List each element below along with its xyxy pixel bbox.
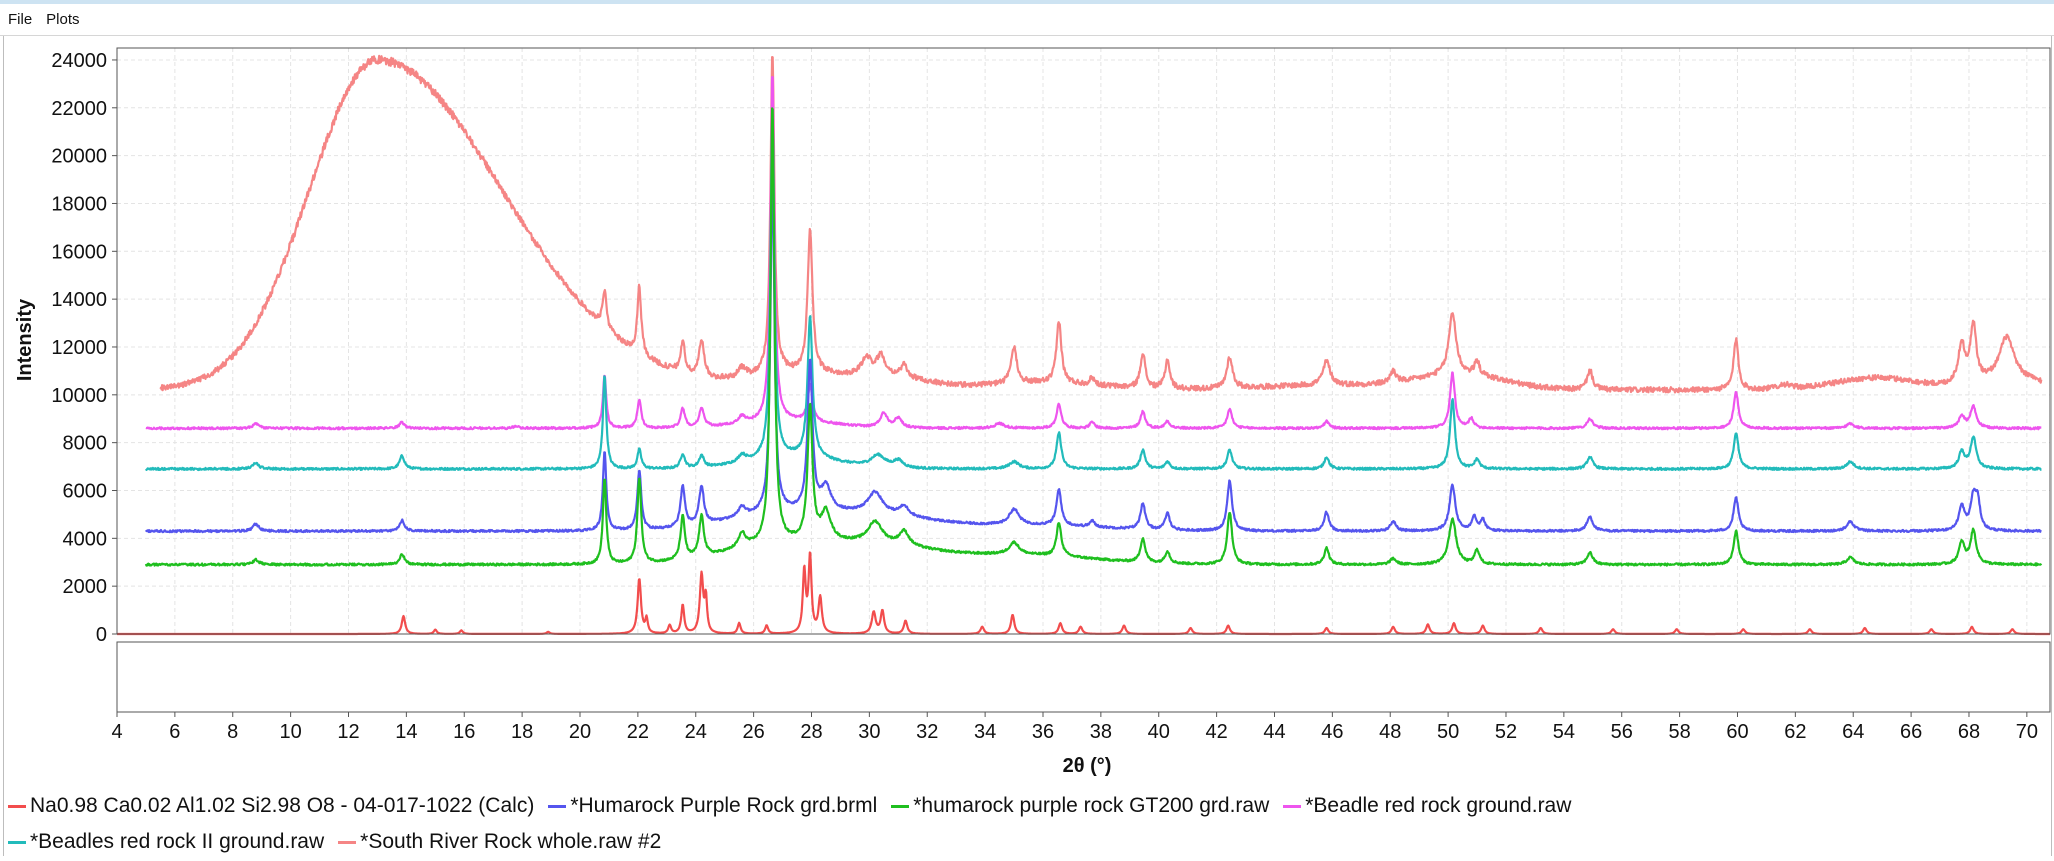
y-tick-label: 18000 [51, 193, 107, 215]
frame-border-left [3, 36, 4, 856]
y-tick-label: 20000 [51, 146, 107, 168]
x-tick-label: 10 [279, 721, 301, 743]
axes [112, 47, 2051, 717]
x-tick-label: 18 [511, 721, 533, 743]
window-top-border [0, 0, 2054, 4]
y-tick-label: 12000 [51, 337, 107, 359]
grid [116, 48, 2050, 635]
legend-row-1: Na0.98 Ca0.02 Al1.02 Si2.98 O8 - 04-017-… [8, 788, 2048, 824]
plot-frame [116, 47, 2051, 635]
legend-item-southriver[interactable]: *South River Rock whole.raw #2 [338, 830, 661, 854]
legend-item-gt200[interactable]: *humarock purple rock GT200 grd.raw [891, 794, 1269, 818]
y-tick-label: 10000 [51, 385, 107, 407]
x-tick-label: 42 [1205, 721, 1227, 743]
legend-item-calc[interactable]: Na0.98 Ca0.02 Al1.02 Si2.98 O8 - 04-017-… [8, 794, 534, 818]
x-tick-label: 44 [1263, 721, 1285, 743]
legend-label-gt200: *humarock purple rock GT200 grd.raw [913, 794, 1270, 817]
y-tick-label: 14000 [51, 289, 107, 311]
legend-swatch-humarock [548, 804, 567, 808]
x-tick-label: 60 [1726, 721, 1748, 743]
legend-label-beadles2: *Beadles red rock II ground.raw [30, 830, 325, 853]
y-tick-label: 2000 [63, 576, 108, 598]
x-tick-label: 46 [1321, 721, 1343, 743]
series-line-beadles2 [144, 118, 2042, 472]
x-tick-label: 64 [1842, 721, 1864, 743]
x-tick-label: 58 [1668, 721, 1690, 743]
x-tick-label: 22 [627, 721, 649, 743]
x-tick-label: 54 [1553, 721, 1575, 743]
x-tick-label: 6 [169, 721, 180, 743]
x-tick-label: 48 [1379, 721, 1401, 743]
legend-label-calc: Na0.98 Ca0.02 Al1.02 Si2.98 O8 - 04-017-… [30, 794, 535, 817]
x-axis-label: 2θ (°) [1063, 755, 1112, 777]
menu-file[interactable]: File [8, 11, 33, 28]
x-tick-label: 50 [1437, 721, 1459, 743]
frame-border-right [2051, 36, 2052, 856]
series-line-southriver [159, 54, 2043, 394]
series-line-beadle [145, 76, 2042, 431]
x-tick-label: 28 [800, 721, 822, 743]
legend-label-beadle: *Beadle red rock ground.raw [1305, 794, 1572, 817]
legend-label-humarock: *Humarock Purple Rock grd.brml [570, 794, 878, 817]
legend-swatch-beadles2 [8, 840, 26, 844]
legend-swatch-beadle [1283, 804, 1302, 808]
x-tick-label: 12 [337, 721, 359, 743]
legend-swatch-calc [8, 804, 26, 808]
x-tick-label: 26 [742, 721, 764, 743]
series-lines [116, 54, 2051, 636]
x-tick-label: 20 [569, 721, 591, 743]
x-tick-label: 4 [111, 721, 122, 743]
series-line-humarock [144, 170, 2042, 534]
x-tick-label: 16 [453, 721, 475, 743]
series-line-gt200 [144, 107, 2043, 567]
x-tick-label: 62 [1784, 721, 1806, 743]
x-tick-label: 34 [974, 721, 996, 743]
x-tick-label: 56 [1611, 721, 1633, 743]
y-tick-label: 16000 [51, 241, 107, 263]
y-tick-label: 24000 [51, 50, 107, 72]
x-tick-label: 66 [1900, 721, 1922, 743]
tick-labels: 0 2000 4000 6000 8000 10000 12000 14000 16000 180… [51, 50, 2038, 743]
reference-panel [116, 641, 2051, 713]
x-tick-label: 68 [1958, 721, 1980, 743]
x-tick-label: 32 [916, 721, 938, 743]
x-tick-label: 14 [395, 721, 417, 743]
y-axis-label: Intensity [14, 298, 36, 381]
y-tick-label: 8000 [63, 433, 108, 455]
y-tick-label: 0 [96, 624, 107, 646]
legend-item-humarock[interactable]: *Humarock Purple Rock grd.brml [548, 794, 877, 818]
y-tick-label: 22000 [51, 98, 107, 120]
legend-label-southriver: *South River Rock whole.raw #2 [360, 830, 662, 853]
legend-row-2: *Beadles red rock II ground.raw *South R… [8, 824, 2048, 860]
menu-bar: File Plots [0, 4, 2054, 36]
x-tick-label: 30 [858, 721, 880, 743]
x-tick-label: 36 [1032, 721, 1054, 743]
legend-swatch-southriver [338, 840, 357, 844]
x-tick-label: 38 [1090, 721, 1112, 743]
x-tick-label: 40 [1148, 721, 1170, 743]
x-tick-label: 24 [685, 721, 707, 743]
legend-item-beadle[interactable]: *Beadle red rock ground.raw [1283, 794, 1571, 818]
legend-item-beadles2[interactable]: *Beadles red rock II ground.raw [8, 830, 324, 854]
x-tick-label: 70 [2016, 721, 2038, 743]
legend-swatch-gt200 [891, 804, 910, 808]
y-tick-label: 4000 [63, 528, 108, 550]
chart-legend: Na0.98 Ca0.02 Al1.02 Si2.98 O8 - 04-017-… [8, 788, 2048, 860]
xrd-chart[interactable]: 0 2000 4000 6000 8000 10000 12000 14000 16000 180… [0, 0, 2054, 790]
x-tick-label: 8 [227, 721, 238, 743]
y-tick-label: 6000 [63, 480, 108, 502]
menu-plots[interactable]: Plots [46, 11, 80, 28]
x-tick-label: 52 [1495, 721, 1517, 743]
